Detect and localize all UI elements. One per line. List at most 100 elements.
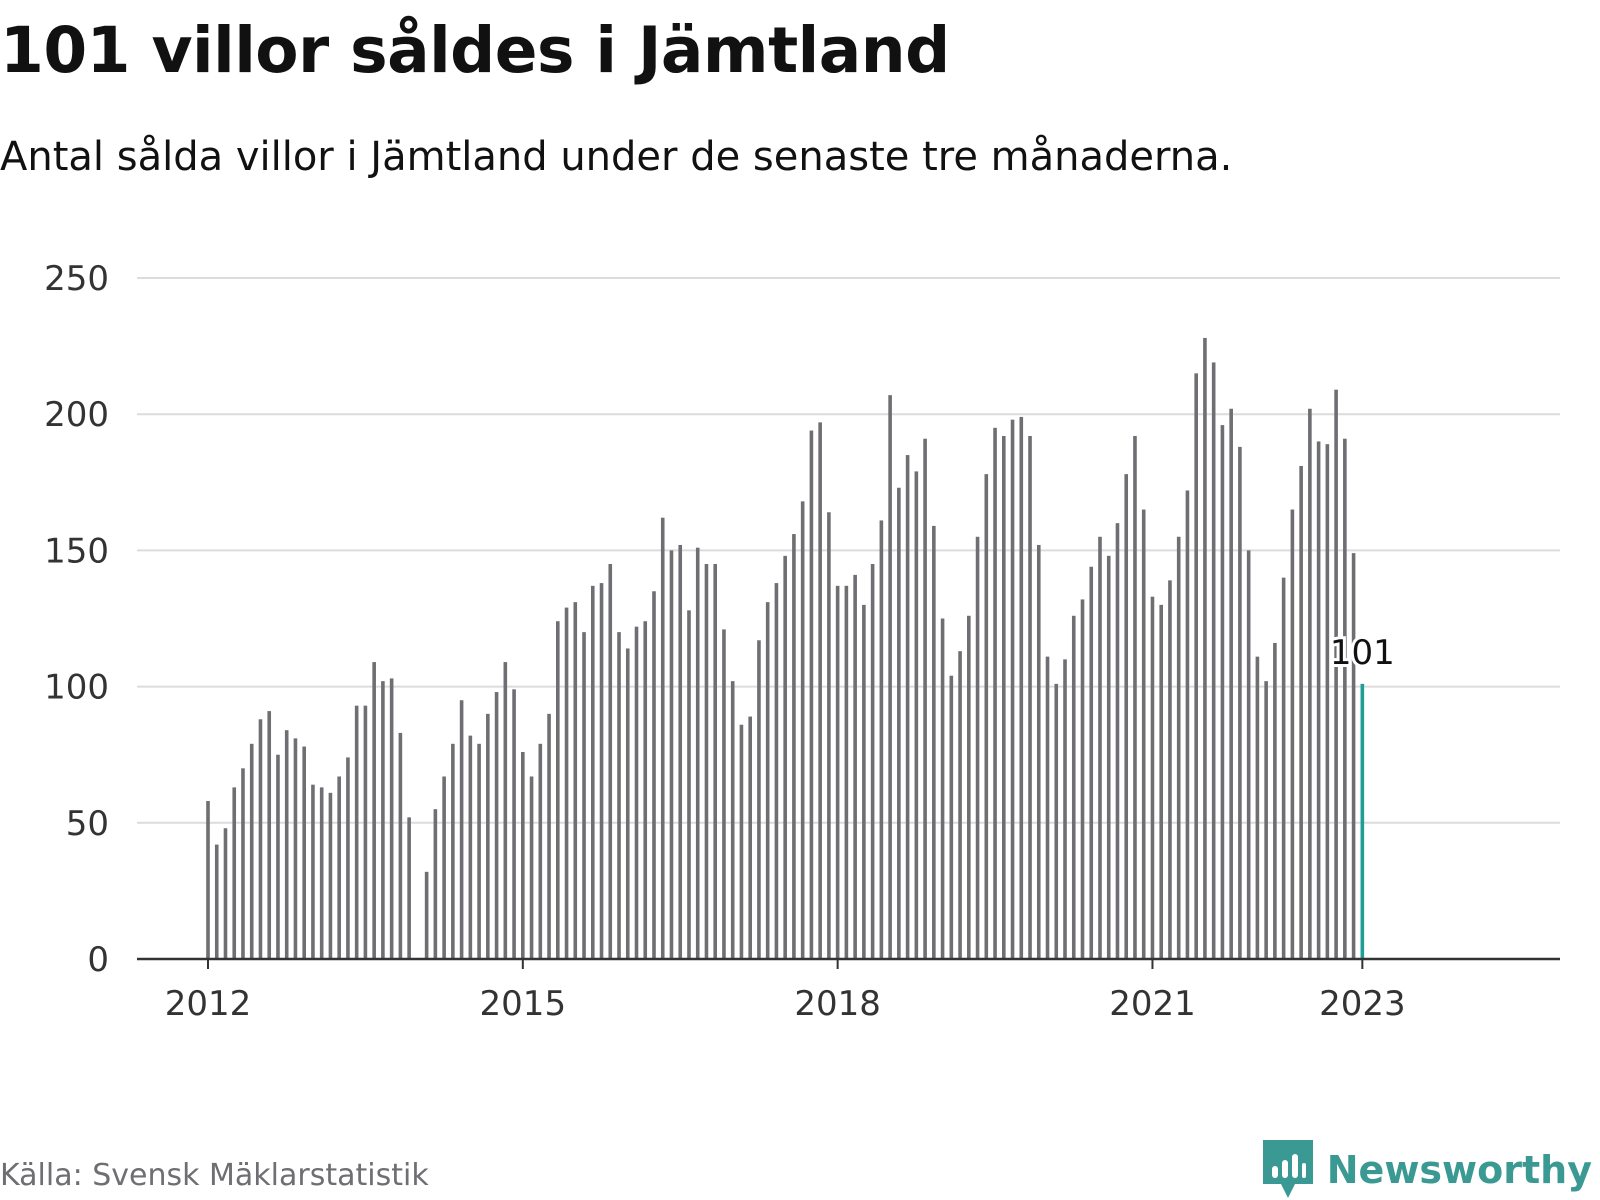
x-tick-label: 2015	[480, 984, 567, 1024]
bar	[529, 776, 534, 959]
y-tick-label: 200	[44, 395, 109, 435]
chart-title: 101 villor såldes i Jämtland	[0, 14, 950, 87]
bar	[319, 787, 324, 959]
bar	[993, 427, 997, 959]
bar	[1001, 435, 1006, 959]
bar	[1115, 523, 1120, 959]
bar	[1246, 550, 1251, 959]
bar	[459, 700, 464, 959]
bar	[284, 730, 289, 959]
bar	[809, 430, 814, 959]
source-note: Källa: Svensk Mäklarstatistik	[0, 1158, 429, 1193]
bar	[975, 536, 980, 959]
bar	[783, 555, 787, 959]
bar	[1063, 659, 1067, 959]
highlight-value-label: 101	[1330, 633, 1395, 673]
bar	[407, 817, 411, 959]
bar-chart: 0 50 100 150 200 250 2012 2015 2018 2021 2023 101	[44, 259, 1560, 1024]
bar	[608, 564, 613, 959]
newsworthy-logo-icon	[1262, 1140, 1313, 1198]
bar	[311, 784, 315, 959]
bar	[1316, 441, 1321, 959]
x-axis-ticks: 2012 2015 2018 2021 2023	[165, 959, 1406, 1024]
y-tick-label: 150	[44, 531, 109, 571]
bar	[905, 455, 910, 959]
bar	[293, 738, 298, 959]
bar	[870, 564, 875, 959]
bar	[486, 713, 490, 959]
x-tick-label: 2023	[1319, 984, 1406, 1024]
bar	[433, 809, 438, 959]
bar	[765, 602, 770, 959]
bar	[897, 487, 901, 959]
bar	[1133, 435, 1137, 959]
bar	[223, 828, 228, 959]
bar	[1194, 373, 1198, 960]
bar	[1071, 615, 1076, 959]
bar	[1098, 536, 1102, 959]
bar	[827, 512, 831, 959]
bar	[1054, 683, 1059, 959]
bar	[879, 520, 884, 959]
y-tick-label: 250	[44, 259, 109, 299]
bar	[346, 757, 350, 959]
bar	[634, 626, 639, 959]
bar	[695, 547, 700, 959]
x-tick-label: 2021	[1109, 984, 1196, 1024]
bar	[1176, 536, 1181, 959]
y-tick-label: 0	[87, 940, 109, 980]
bar	[1106, 555, 1111, 959]
y-tick-label: 100	[44, 668, 109, 708]
bar	[739, 724, 744, 959]
bar	[573, 602, 578, 959]
bar	[564, 607, 569, 959]
bar	[1255, 656, 1260, 959]
bar	[800, 501, 805, 959]
bar	[372, 662, 376, 959]
bar	[302, 746, 306, 959]
bar	[381, 681, 385, 959]
x-tick-label: 2018	[794, 984, 881, 1024]
bar	[818, 422, 822, 959]
bar	[958, 651, 962, 959]
bar	[1159, 604, 1164, 959]
brand-name: Newsworthy	[1326, 1148, 1592, 1192]
bar	[652, 591, 656, 959]
bar	[914, 471, 919, 959]
bar	[267, 711, 272, 959]
bar	[1308, 408, 1312, 959]
bar	[625, 648, 630, 959]
bars	[206, 337, 1365, 960]
bar	[241, 768, 245, 959]
bar	[722, 629, 726, 959]
y-tick-label: 50	[66, 804, 109, 844]
bar	[1028, 435, 1032, 959]
y-axis-tick-labels: 0 50 100 150 200 250	[44, 259, 109, 980]
bar	[730, 681, 735, 959]
brand-logo: Newsworthy	[1262, 1140, 1592, 1200]
bar	[713, 564, 718, 959]
bar	[503, 662, 508, 959]
bar	[660, 517, 665, 959]
bar	[206, 801, 210, 959]
bar	[451, 743, 455, 959]
bar	[590, 585, 595, 959]
bar	[1325, 444, 1330, 959]
bar	[984, 474, 989, 959]
bar	[214, 844, 219, 959]
bar	[617, 632, 621, 959]
bar	[1185, 490, 1190, 959]
bar	[363, 705, 368, 959]
bar	[923, 438, 927, 959]
bar	[1036, 544, 1041, 959]
bar	[477, 743, 481, 959]
bar	[1124, 474, 1129, 959]
bar	[398, 732, 403, 959]
x-tick-label: 2012	[165, 984, 252, 1024]
bar	[748, 716, 752, 959]
bar	[1211, 362, 1216, 960]
bar	[888, 395, 892, 959]
bar	[678, 544, 683, 959]
bar	[1080, 599, 1085, 959]
bar	[547, 713, 551, 959]
